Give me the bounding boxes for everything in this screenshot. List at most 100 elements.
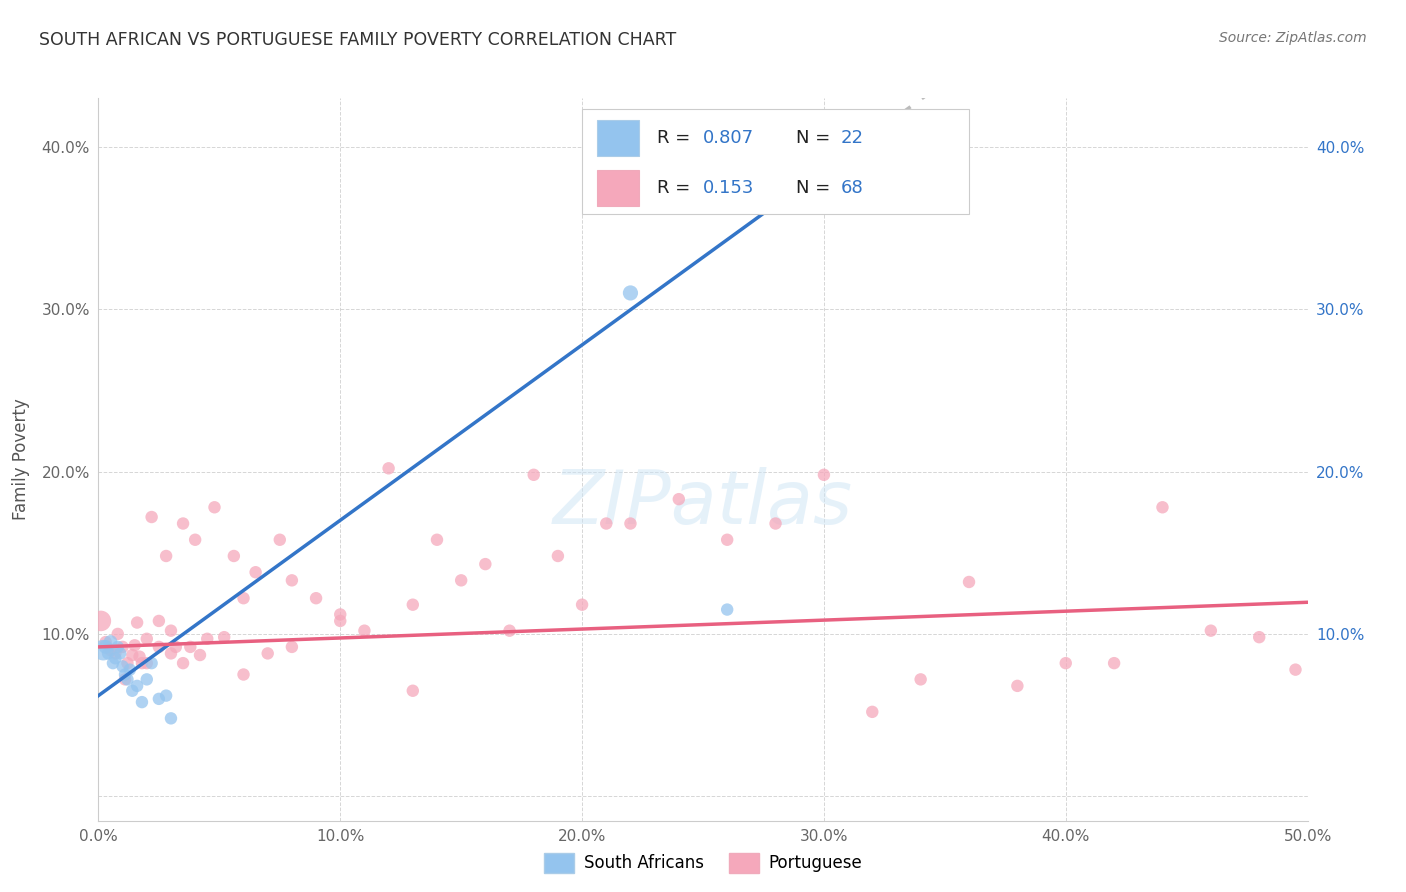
Point <box>131 656 153 670</box>
Point <box>148 691 170 706</box>
Point <box>114 673 136 687</box>
Point <box>111 659 134 673</box>
Point <box>104 651 127 665</box>
Point <box>353 624 375 638</box>
Text: ZIPatlas: ZIPatlas <box>553 467 853 539</box>
Point <box>108 647 131 661</box>
Point <box>716 533 738 547</box>
Point <box>128 649 150 664</box>
FancyBboxPatch shape <box>596 120 638 156</box>
Point <box>118 663 141 677</box>
Point <box>155 549 177 563</box>
Point <box>281 574 304 588</box>
Point <box>121 683 143 698</box>
Point <box>619 516 641 531</box>
Point <box>474 557 496 571</box>
Point <box>100 635 122 649</box>
Point <box>111 640 134 654</box>
Point <box>1284 663 1306 677</box>
Point <box>377 461 399 475</box>
Point <box>107 627 129 641</box>
Text: 0.807: 0.807 <box>703 128 754 147</box>
Point <box>305 591 328 606</box>
Point <box>668 492 690 507</box>
Point <box>155 689 177 703</box>
Point <box>450 574 472 588</box>
Point <box>160 647 183 661</box>
Point <box>716 602 738 616</box>
Point <box>957 574 980 589</box>
Point <box>124 638 146 652</box>
Point <box>195 632 218 646</box>
Point <box>172 656 194 670</box>
Point <box>269 533 291 547</box>
Text: R =: R = <box>657 179 702 197</box>
Point <box>179 640 201 654</box>
Point <box>114 667 136 681</box>
Point <box>1007 679 1029 693</box>
Point <box>172 516 194 531</box>
Point <box>402 683 425 698</box>
Point <box>135 673 157 687</box>
Point <box>117 656 139 670</box>
Point <box>619 285 641 300</box>
Point <box>188 648 211 662</box>
Point <box>245 566 267 580</box>
Point <box>1054 656 1077 670</box>
Point <box>910 673 932 687</box>
Point <box>97 647 120 661</box>
Point <box>232 591 254 606</box>
Text: SOUTH AFRICAN VS PORTUGUESE FAMILY POVERTY CORRELATION CHART: SOUTH AFRICAN VS PORTUGUESE FAMILY POVER… <box>39 31 676 49</box>
Text: 0.153: 0.153 <box>703 179 755 197</box>
FancyBboxPatch shape <box>582 109 969 214</box>
Point <box>256 647 278 661</box>
Point <box>127 679 149 693</box>
Text: 68: 68 <box>841 179 863 197</box>
Point <box>204 500 226 515</box>
Point <box>135 656 157 670</box>
Point <box>765 516 787 531</box>
Point <box>860 705 883 719</box>
Point <box>1249 630 1271 644</box>
Point <box>160 624 183 638</box>
Text: Source: ZipAtlas.com: Source: ZipAtlas.com <box>1219 31 1367 45</box>
Point <box>184 533 207 547</box>
Point <box>104 647 127 661</box>
FancyBboxPatch shape <box>596 170 638 207</box>
Point <box>100 643 122 657</box>
Point <box>141 510 163 524</box>
Point <box>222 549 245 563</box>
Point <box>101 656 124 670</box>
Point <box>135 632 157 646</box>
Point <box>1102 656 1125 670</box>
Point <box>547 549 569 563</box>
Point <box>121 648 143 662</box>
Point <box>94 640 117 654</box>
Point <box>402 598 425 612</box>
Point <box>160 711 183 725</box>
Point <box>329 607 352 622</box>
Point <box>523 467 546 482</box>
Point <box>141 656 163 670</box>
Point <box>498 624 520 638</box>
Point <box>1199 624 1222 638</box>
Point <box>1152 500 1174 515</box>
Point <box>91 643 114 657</box>
Point <box>117 673 139 687</box>
Point <box>281 640 304 654</box>
Legend: South Africans, Portuguese: South Africans, Portuguese <box>537 847 869 880</box>
Text: 22: 22 <box>841 128 863 147</box>
Point <box>165 640 187 654</box>
Point <box>426 533 449 547</box>
Point <box>148 640 170 654</box>
Point <box>94 635 117 649</box>
Point <box>131 695 153 709</box>
Point <box>595 516 617 531</box>
Point <box>813 467 835 482</box>
Text: R =: R = <box>657 128 696 147</box>
Point <box>127 615 149 630</box>
Text: N =: N = <box>796 128 837 147</box>
Text: N =: N = <box>796 179 837 197</box>
Point <box>148 614 170 628</box>
Point <box>90 614 112 628</box>
